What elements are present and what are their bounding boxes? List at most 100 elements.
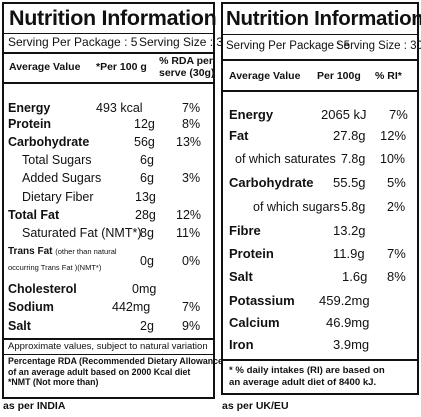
row-rda: 7% [182, 101, 201, 115]
india-serving-size: Serving Size : 30g [139, 35, 237, 49]
row-label: of which saturates [235, 152, 336, 166]
row-label: Sodium [8, 300, 54, 314]
row-value: 2065 kJ [321, 107, 367, 122]
row-ri: 8% [387, 269, 406, 284]
uk-title: Nutrition Information [226, 7, 421, 30]
india-nutrition-panel: Nutrition Information Serving Per Packag… [2, 2, 236, 399]
row-ri: 12% [380, 128, 407, 143]
india-row-added-sugars: Added Sugars 6g 3% [4, 171, 213, 187]
row-label: Protein [8, 117, 52, 131]
uk-header-ri: % RI* [375, 70, 402, 82]
row-value: 0mg [132, 282, 157, 296]
india-note-approximate: Approximate values, subject to natural v… [8, 341, 208, 352]
row-ri: 7% [387, 246, 406, 261]
uk-row-saturates: of which saturates 7.8g 10% [223, 152, 417, 168]
row-rda: 8% [182, 117, 201, 131]
row-value: 5.8g [341, 200, 366, 214]
row-label-line1: Trans Fat (other than natural [8, 246, 117, 257]
india-row-carbohydrate: Carbohydrate 56g 13% [4, 135, 213, 151]
india-serving-per-package: Serving Per Package : 5 [8, 35, 138, 49]
row-value: 12g [134, 117, 155, 131]
india-header-per-100g: *Per 100 g [96, 61, 147, 73]
india-note-nmt: *NMT (Not more than) [8, 377, 99, 387]
uk-row-sugars: of which sugars 5.8g 2% [223, 200, 417, 216]
row-label: Salt [229, 269, 253, 284]
uk-serving-size: Serving Size : 30g [336, 40, 421, 52]
row-label: of which sugars [253, 200, 340, 214]
uk-note-ri: * % daily intakes (RI) are based on an a… [229, 365, 385, 389]
row-label: Dietary Fiber [22, 190, 94, 204]
uk-note-line2: an average adult diet of 8400 kJ. [229, 377, 377, 388]
india-note-rda: Percentage RDA (Recommended Dietary Allo… [8, 356, 226, 388]
uk-row-salt: Salt 1.6g 8% [223, 269, 417, 285]
india-row-protein: Protein 12g 8% [4, 117, 213, 133]
row-label-note: (other than natural [55, 247, 117, 256]
row-value: 6g [140, 171, 154, 185]
row-label: Energy [229, 107, 274, 122]
row-label: Fibre [229, 223, 261, 238]
row-label: Saturated Fat (NMT*) [22, 226, 142, 240]
row-label: Iron [229, 337, 254, 352]
india-note-rda-line2: of an average adult based on 2000 Kcal d… [8, 366, 191, 377]
row-rda: 7% [182, 300, 201, 314]
row-value: 6g [140, 153, 154, 167]
row-ri: 10% [380, 152, 406, 166]
india-row-dietary-fiber: Dietary Fiber 13g [4, 190, 213, 206]
uk-row-fibre: Fibre 13.2g [223, 223, 417, 239]
row-value: 1.6g [342, 269, 368, 284]
uk-row-carbohydrate: Carbohydrate 55.5g 5% [223, 175, 417, 191]
india-row-salt: Salt 2g 9% [4, 319, 213, 335]
india-row-energy: Energy 493 kcal 7% [4, 101, 213, 117]
row-value: 459.2mg [319, 293, 370, 308]
row-label: Salt [8, 319, 31, 333]
row-rda: 13% [176, 135, 202, 149]
uk-row-potassium: Potassium 459.2mg [223, 293, 417, 309]
uk-row-calcium: Calcium 46.9mg [223, 315, 417, 331]
uk-note-line1: * % daily intakes (RI) are based on [229, 365, 385, 376]
row-label: Fat [229, 128, 249, 143]
row-label: Protein [229, 246, 274, 261]
row-ri: 7% [389, 107, 408, 122]
uk-row-protein: Protein 11.9g 7% [223, 246, 417, 262]
row-label: Total Sugars [22, 153, 92, 167]
row-value: 28g [135, 208, 156, 222]
row-rda: 11% [176, 226, 201, 240]
india-row-trans-fat: Trans Fat (other than natural occurring … [4, 246, 213, 280]
row-label: Trans Fat [8, 246, 53, 257]
india-row-cholesterol: Cholesterol 0mg [4, 282, 213, 298]
row-label-line2: occurring Trans Fat )(NMT*) [8, 263, 102, 272]
row-value: 2g [140, 319, 154, 333]
india-header-rda: % RDA per serve (30g) [159, 55, 215, 79]
uk-serving-per-package: Serving Per Package : 5 [226, 40, 351, 52]
india-caption: as per INDIA [3, 400, 66, 412]
row-value: 27.8g [333, 128, 366, 143]
uk-row-energy: Energy 2065 kJ 7% [223, 107, 417, 123]
india-header-rda-line1: % RDA per [159, 55, 213, 67]
row-value: 7.8g [341, 152, 366, 166]
row-value: 3.9mg [333, 337, 370, 352]
uk-row-iron: Iron 3.9mg [223, 337, 417, 353]
row-rda: 0% [182, 254, 201, 268]
row-rda: 9% [182, 319, 201, 333]
uk-caption: as per UK/EU [222, 400, 289, 412]
row-rda: 12% [176, 208, 202, 222]
row-value: 11.9g [333, 246, 365, 261]
row-rda: 3% [182, 171, 201, 185]
row-label: Added Sugars [22, 171, 102, 185]
row-label: Potassium [229, 293, 295, 308]
row-value: 8g [140, 226, 154, 240]
row-label: Energy [8, 101, 51, 115]
india-header-rda-line2: serve (30g) [159, 67, 215, 79]
india-header-average-value: Average Value [9, 61, 81, 73]
uk-nutrition-panel: Nutrition Information Serving Per Packag… [221, 2, 421, 395]
row-ri: 2% [387, 200, 406, 214]
india-note-rda-line1: Percentage RDA (Recommended Dietary Allo… [8, 356, 226, 366]
india-title: Nutrition Information [9, 6, 217, 30]
uk-header-average-value: Average Value [229, 70, 301, 82]
india-row-sodium: Sodium 442mg 7% [4, 300, 213, 316]
india-row-total-fat: Total Fat 28g 12% [4, 208, 213, 224]
row-value: 55.5g [333, 175, 366, 190]
row-label: Carbohydrate [8, 135, 90, 149]
india-row-saturated-fat: Saturated Fat (NMT*) 8g 11% [4, 226, 213, 242]
row-ri: 5% [387, 175, 406, 190]
